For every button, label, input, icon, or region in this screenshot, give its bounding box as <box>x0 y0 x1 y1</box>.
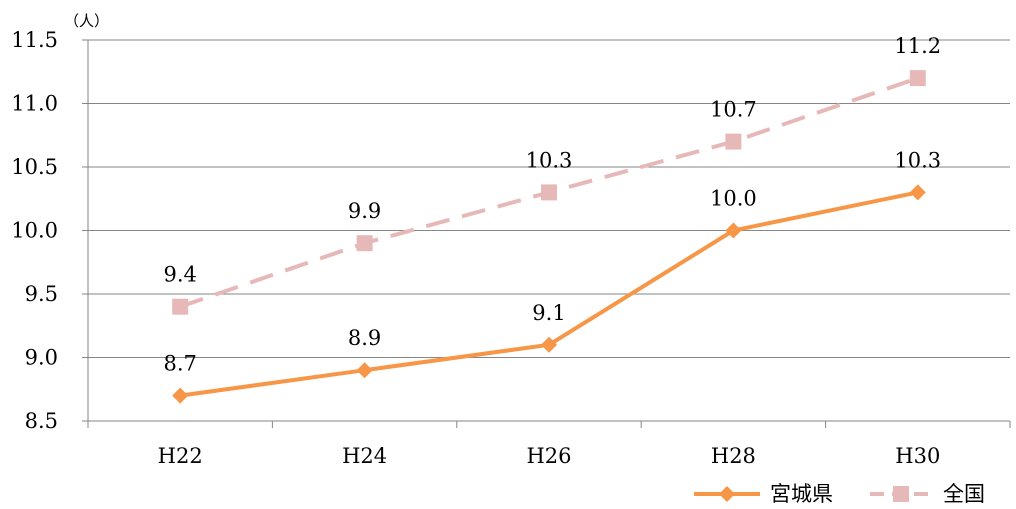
data-point <box>172 298 189 315</box>
x-tick-label: H26 <box>526 444 571 468</box>
y-tick-label: 10.0 <box>11 219 58 243</box>
x-tick-label: H28 <box>711 444 756 468</box>
x-tick-label: H22 <box>158 444 203 468</box>
y-tick-label: 11.5 <box>11 28 58 52</box>
series-1: 8.7 8.9 9.1 10.0 10.3 <box>163 148 941 404</box>
grid-lines <box>88 39 1010 358</box>
y-tick-label: 11.0 <box>11 92 58 116</box>
data-label: 10.7 <box>710 98 757 122</box>
series-2: 9.4 9.9 10.3 10.7 11.2 <box>163 34 941 315</box>
data-point <box>356 362 373 379</box>
legend: 宮城県 全国 <box>694 482 985 506</box>
data-label: 9.4 <box>163 263 196 287</box>
y-tick-label: 8.5 <box>25 409 58 433</box>
y-tick-label: 10.5 <box>11 155 58 179</box>
data-point <box>725 133 742 150</box>
y-tick-label: 9.0 <box>25 346 58 370</box>
legend-item-1: 宮城県 <box>694 482 833 506</box>
data-label: 9.1 <box>532 301 565 325</box>
axes: 8.5 9.0 9.5 10.0 10.5 11.0 11.5 H22 H24 H26 H28 H30 <box>11 28 1011 468</box>
series-layer: 9.4 9.9 10.3 10.7 11.2 8.7 8.9 9.1 10.0 10.3 <box>163 34 941 404</box>
data-point <box>909 70 926 87</box>
data-point <box>172 387 189 404</box>
data-label: 10.3 <box>526 148 573 172</box>
x-tick-label: H30 <box>895 444 940 468</box>
data-label: 8.7 <box>163 352 196 376</box>
data-point <box>725 222 742 239</box>
data-label: 11.2 <box>894 34 941 58</box>
legend-label: 宮城県 <box>770 482 833 506</box>
data-label: 10.0 <box>710 187 757 211</box>
data-point <box>909 184 926 201</box>
data-label: 8.9 <box>348 326 381 350</box>
data-point <box>541 336 557 353</box>
data-label: 10.3 <box>894 148 941 172</box>
data-label: 9.9 <box>348 199 381 223</box>
data-point <box>356 235 373 252</box>
legend-item-2: 全国 <box>870 482 985 506</box>
x-tick-label: H24 <box>342 444 387 468</box>
legend-swatch-marker <box>719 486 735 502</box>
data-point <box>541 184 557 201</box>
legend-swatch-marker <box>893 486 909 502</box>
legend-label: 全国 <box>943 482 985 506</box>
y-tick-label: 9.5 <box>25 282 58 306</box>
y-axis-unit-label: （人） <box>64 12 109 30</box>
